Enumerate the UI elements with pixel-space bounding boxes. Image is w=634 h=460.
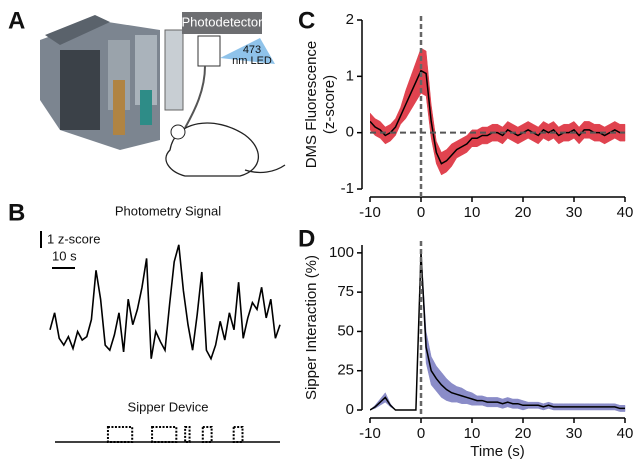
x-tick-label: 20 <box>515 425 532 442</box>
device-illustration: Photodetector 473 nm LED <box>40 12 286 177</box>
x-tick-label: 10 <box>464 204 481 221</box>
error-band <box>370 47 626 176</box>
lick-bout <box>232 426 244 443</box>
y-tick-label: 0 <box>346 124 354 141</box>
lick-bout <box>184 426 191 443</box>
scalebar-x-label: 10 s <box>52 248 77 263</box>
x-tick-label: 40 <box>617 425 634 442</box>
y-tick-label: 75 <box>337 283 354 300</box>
y-tick-label: 1 <box>346 67 354 84</box>
plot-area <box>370 249 626 412</box>
error-band <box>370 249 626 412</box>
x-tick-label: 30 <box>566 204 583 221</box>
x-tick-label: -10 <box>359 425 381 442</box>
photodetector-box <box>182 12 262 34</box>
photometry-trace <box>49 244 281 361</box>
panel-label: D <box>298 225 315 252</box>
led-label: nm LED <box>232 55 272 67</box>
x-tick-label: 30 <box>566 425 583 442</box>
x-tick-label: 0 <box>417 425 425 442</box>
x-axis-label: Time (s) <box>470 443 524 460</box>
plot-area <box>370 47 626 176</box>
trace-title: Photometry Signal <box>115 203 221 218</box>
photodetector-label: Photodetector <box>182 14 264 29</box>
y-tick-label: 2 <box>346 11 354 28</box>
y-tick-label: 50 <box>337 322 354 339</box>
y-tick-label: -1 <box>341 180 354 197</box>
y-tick-label: 25 <box>337 362 354 379</box>
lick-bout <box>151 426 178 443</box>
panel-label: A <box>8 7 25 34</box>
x-tick-label: 10 <box>464 425 481 442</box>
scalebar-y-label: 1 z-score <box>47 231 100 246</box>
y-axis-label: (z-score) <box>321 75 338 134</box>
y-tick-label: 0 <box>346 401 354 418</box>
panel-label: C <box>298 7 315 34</box>
lick-bout <box>106 426 134 443</box>
x-tick-label: 0 <box>417 204 425 221</box>
y-tick-label: 100 <box>329 244 354 261</box>
y-axis-label: Sipper Interaction (%) <box>303 255 320 400</box>
y-axis-label: DMS Fluorescence <box>303 41 320 169</box>
raster-title: Sipper Device <box>128 399 209 414</box>
x-tick-label: 20 <box>515 204 532 221</box>
mean-line <box>370 252 625 411</box>
x-tick-label: 40 <box>617 204 634 221</box>
x-tick-label: -10 <box>359 204 381 221</box>
panel-label: B <box>8 199 25 226</box>
lick-bout <box>201 426 213 443</box>
led-label: 473 <box>243 44 261 56</box>
